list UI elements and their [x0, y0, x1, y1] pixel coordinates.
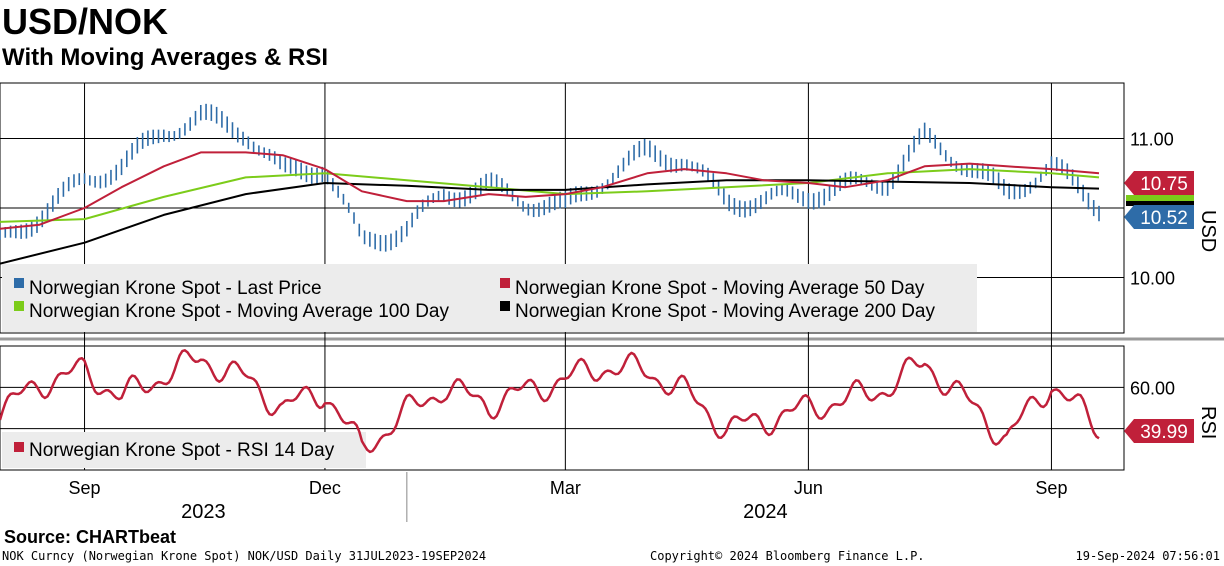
value-tag-ma100: [1126, 195, 1194, 201]
value-tag-ma200: [1126, 201, 1194, 206]
footer-description: NOK Curncy (Norwegian Krone Spot) NOK/US…: [2, 549, 487, 563]
chart-title: USD/NOK: [2, 1, 169, 42]
price-bars: [0, 103, 1100, 252]
y-tick-label: 10.00: [1130, 268, 1175, 288]
y-axis-title: RSI: [1197, 406, 1219, 439]
value-tag-text: 10.52: [1140, 208, 1188, 229]
year-label: 2024: [743, 501, 788, 523]
value-tag-bg: [1124, 171, 1194, 195]
rsi-line: [0, 349, 1100, 454]
x-tick-label: Dec: [309, 478, 341, 498]
footer-copyright: Copyright© 2024 Bloomberg Finance L.P.: [650, 549, 925, 563]
x-tick-label: Sep: [1035, 478, 1067, 498]
last-value-tag-ma50: 10.75: [1124, 171, 1194, 195]
x-tick-label: Sep: [69, 478, 101, 498]
legend-swatch: [14, 442, 24, 452]
value-tag-bg: [1124, 205, 1194, 229]
legend-box: [2, 432, 366, 468]
value-tag-bg: [1124, 419, 1194, 443]
legend-swatch: [14, 278, 24, 288]
value-tag-text: 10.75: [1140, 174, 1188, 195]
y-tick-label: 11.00: [1130, 130, 1174, 150]
last-value-tag-price: 10.52: [1124, 205, 1194, 229]
rsi-panel-frame: [0, 345, 1125, 471]
ma50-line: [0, 151, 1100, 230]
legend-entry: Norwegian Krone Spot - Moving Average 20…: [515, 301, 936, 322]
y-tick-label: 60.00: [1130, 378, 1175, 398]
last-value-tag-rsi: 39.99: [1124, 419, 1194, 443]
value-tag-text: 39.99: [1140, 422, 1188, 443]
legend-entry: Norwegian Krone Spot - Moving Average 10…: [29, 301, 450, 322]
legend-entry: Norwegian Krone Spot - Last Price: [29, 278, 322, 299]
legend-entry: Norwegian Krone Spot - Moving Average 50…: [515, 278, 925, 299]
legend-box: [2, 264, 977, 332]
ma200-line: [0, 179, 1100, 265]
legend-swatch: [500, 301, 510, 311]
legend-swatch: [14, 301, 24, 311]
footer-timestamp: 19-Sep-2024 07:56:01: [1075, 549, 1221, 563]
source-label: Source: CHARTbeat: [4, 527, 177, 547]
x-tick-label: Mar: [550, 478, 581, 498]
y-axis-title: USD: [1197, 210, 1219, 252]
chart-subtitle: With Moving Averages & RSI: [2, 44, 329, 71]
legend-entry: Norwegian Krone Spot - RSI 14 Day: [29, 440, 335, 461]
x-tick-label: Jun: [794, 478, 823, 498]
legend-swatch: [500, 278, 510, 288]
year-label: 2023: [181, 501, 226, 523]
